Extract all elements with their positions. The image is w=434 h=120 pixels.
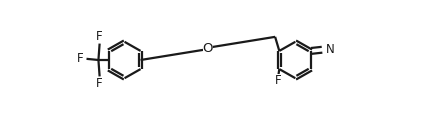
Text: F: F	[274, 74, 281, 87]
Text: F: F	[96, 77, 103, 90]
Text: F: F	[96, 30, 103, 43]
Text: F: F	[77, 52, 83, 65]
Text: N: N	[325, 43, 334, 56]
Text: O: O	[202, 42, 213, 55]
